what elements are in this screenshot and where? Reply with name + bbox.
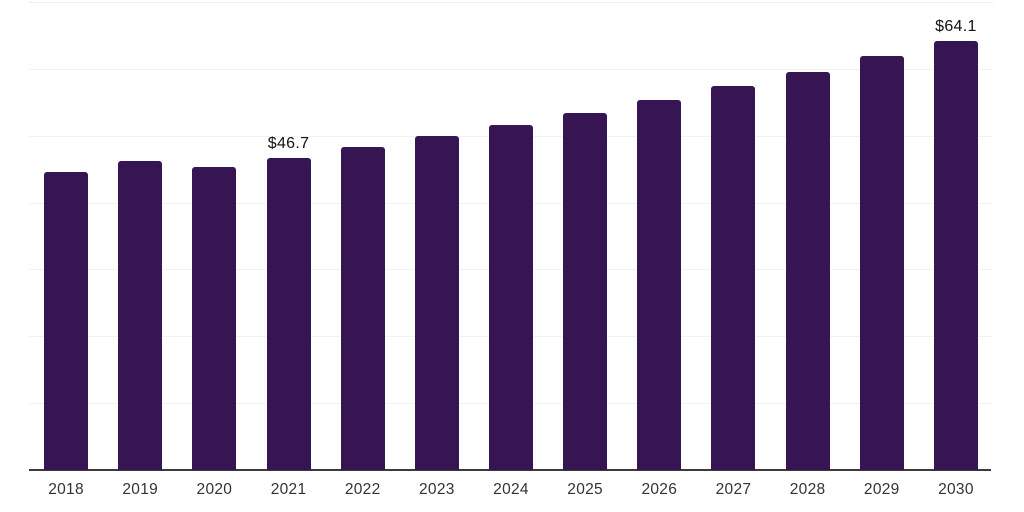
bar-2022	[341, 147, 385, 470]
bar-2024	[489, 125, 533, 470]
bar-2018	[44, 172, 88, 470]
bar-2021	[267, 158, 311, 470]
bar-2019	[118, 161, 162, 470]
bar-value-label-2030: $64.1	[935, 18, 977, 35]
bar-2026	[637, 100, 681, 470]
x-tick-2025: 2025	[567, 481, 603, 498]
x-tick-2029: 2029	[863, 481, 900, 498]
bar-2020	[192, 167, 236, 470]
gridline-70	[29, 2, 993, 3]
x-tick-2023: 2023	[419, 481, 455, 498]
bar-2028	[786, 72, 830, 470]
plot-area: $46.7 $64.1	[29, 2, 993, 471]
x-tick-2022: 2022	[344, 481, 381, 498]
bar-2025	[563, 113, 607, 470]
bar-2030	[934, 41, 978, 470]
x-tick-2018: 2018	[48, 481, 84, 498]
bar-value-label-2021: $46.7	[267, 135, 310, 152]
x-tick-2028: 2028	[789, 481, 826, 498]
bar-2027	[711, 86, 755, 470]
x-tick-2021: 2021	[270, 481, 307, 498]
x-tick-2019: 2019	[122, 481, 159, 498]
x-tick-2026: 2026	[641, 481, 678, 498]
x-axis-line	[29, 469, 991, 471]
bar-2029	[860, 56, 904, 470]
x-tick-2024: 2024	[493, 481, 529, 498]
bar-2023	[415, 136, 459, 470]
x-tick-2030: 2030	[938, 481, 974, 498]
x-tick-2027: 2027	[715, 481, 752, 498]
x-tick-2020: 2020	[196, 481, 233, 498]
gridline-60	[29, 68, 993, 70]
